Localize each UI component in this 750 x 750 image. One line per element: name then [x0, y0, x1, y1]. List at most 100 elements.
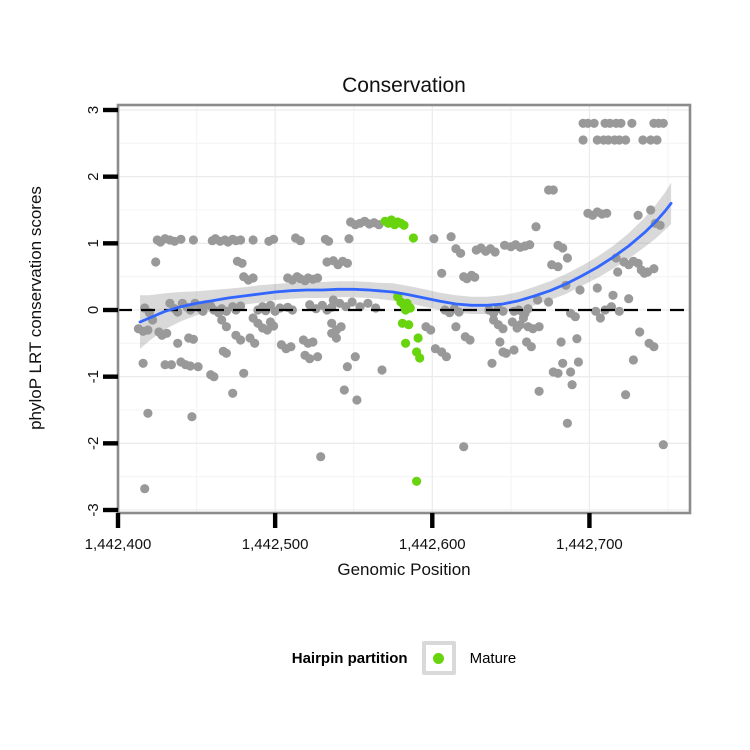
data-point-other: [342, 362, 352, 372]
data-point-other: [339, 385, 349, 395]
y-tick-label: -2: [85, 437, 102, 450]
data-point-other: [151, 257, 161, 267]
data-point-other: [228, 388, 238, 398]
data-point-other: [173, 338, 183, 348]
data-point-other: [327, 318, 337, 328]
data-point-other: [459, 442, 469, 452]
data-point-other: [350, 352, 360, 362]
data-point-other: [544, 297, 554, 307]
data-point-other: [143, 325, 153, 335]
data-point-other: [236, 235, 246, 245]
data-point-other: [331, 333, 341, 343]
data-point-other: [236, 335, 246, 345]
data-point-other: [336, 322, 346, 332]
data-point-other: [501, 348, 511, 358]
data-point-other: [498, 324, 508, 334]
data-point-other: [160, 360, 170, 370]
data-point-mature: [415, 353, 425, 363]
y-tick-label: 3: [85, 106, 102, 114]
data-point-other: [248, 273, 258, 283]
data-point-other: [649, 264, 659, 274]
data-point-other: [162, 328, 172, 338]
y-tick-label: 2: [85, 173, 102, 181]
data-point-other: [498, 306, 508, 316]
data-point-other: [344, 234, 354, 244]
legend-entry-mature: Mature: [469, 649, 517, 667]
data-point-mature: [401, 338, 411, 348]
data-point-other: [649, 342, 659, 352]
data-point-other: [138, 358, 148, 368]
y-axis-tick: [103, 374, 118, 379]
mature-point-icon: [433, 652, 445, 664]
data-point-mature: [401, 305, 411, 315]
data-point-other: [558, 243, 568, 253]
data-point-other: [652, 135, 662, 145]
data-point-other: [451, 322, 461, 332]
data-point-other: [209, 372, 219, 382]
y-axis-tick: [103, 174, 118, 179]
data-point-other: [217, 315, 227, 325]
data-point-other: [140, 484, 150, 494]
data-point-other: [269, 321, 279, 331]
data-point-other: [187, 412, 197, 422]
chart-title: Conservation: [342, 74, 466, 97]
data-point-other: [429, 234, 439, 244]
data-point-other: [363, 298, 373, 308]
data-point-other: [188, 235, 198, 245]
data-point-other: [628, 355, 639, 365]
data-point-other: [602, 208, 612, 218]
data-point-other: [313, 273, 323, 283]
y-axis-tick: [103, 307, 118, 313]
data-point-other: [470, 272, 480, 282]
data-point-other: [566, 367, 576, 377]
y-axis-tick: [103, 507, 118, 513]
y-tick-label: -1: [85, 370, 102, 383]
data-point-other: [592, 135, 602, 145]
data-point-other: [608, 290, 618, 300]
data-point-other: [426, 325, 436, 335]
data-point-other: [553, 262, 563, 272]
data-point-other: [633, 210, 643, 220]
data-point-other: [176, 234, 186, 244]
data-point-other: [166, 360, 176, 370]
data-point-other: [567, 380, 577, 390]
data-point-other: [595, 313, 606, 323]
data-point-other: [635, 327, 645, 337]
data-point-other: [377, 365, 387, 375]
y-axis-tick: [103, 441, 118, 446]
data-point-other: [533, 295, 543, 305]
data-point-other: [352, 395, 362, 405]
x-tick-label: 1,442,500: [242, 536, 309, 553]
data-point-other: [465, 335, 475, 345]
x-tick-label: 1,442,700: [556, 536, 623, 553]
data-point-other: [308, 337, 318, 347]
x-axis-tick: [115, 513, 121, 528]
data-point-other: [624, 294, 634, 304]
data-point-other: [347, 297, 357, 307]
data-point-other: [221, 348, 231, 358]
x-axis-tick: [587, 513, 592, 528]
data-point-other: [558, 358, 568, 368]
data-point-other: [269, 234, 279, 244]
data-point-mature: [399, 220, 409, 230]
data-point-other: [324, 236, 334, 246]
data-point-other: [573, 357, 584, 367]
data-point-mature: [413, 333, 423, 343]
data-point-other: [526, 342, 536, 352]
data-point-other: [646, 205, 656, 215]
y-tick-label: 1: [85, 239, 102, 247]
data-point-other: [495, 337, 505, 347]
data-point-other: [621, 135, 631, 145]
data-point-other: [614, 135, 624, 145]
data-point-other: [575, 285, 585, 295]
data-point-other: [248, 235, 258, 245]
data-point-other: [221, 306, 231, 316]
data-point-other: [371, 303, 381, 313]
data-point-other: [572, 334, 582, 344]
x-tick-label: 1,442,400: [85, 536, 152, 553]
x-axis-title: Genomic Position: [337, 560, 471, 579]
data-point-other: [316, 452, 326, 462]
data-point-other: [562, 418, 573, 428]
data-point-other: [591, 306, 601, 316]
